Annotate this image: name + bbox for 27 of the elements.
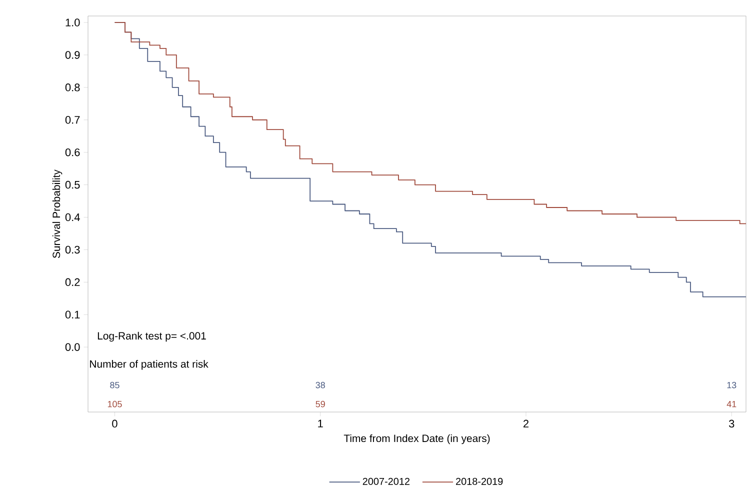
annotation: 85 bbox=[110, 382, 120, 388]
annotation: 13 bbox=[727, 382, 736, 388]
annotation: 105 bbox=[108, 400, 122, 408]
annotation: Number of patients at risk bbox=[90, 360, 208, 370]
y-tick-label: 0.7 bbox=[65, 116, 80, 124]
y-tick-label: 0.6 bbox=[65, 148, 80, 156]
y-tick-label: 0.3 bbox=[65, 246, 80, 254]
y-tick-label: 0.0 bbox=[65, 343, 80, 351]
y-tick-label: 1.0 bbox=[66, 18, 80, 26]
annotation: Log-Rank test p= <.001 bbox=[98, 332, 206, 342]
annotation: 59 bbox=[316, 400, 325, 408]
x-tick-label: 3 bbox=[728, 420, 734, 428]
x-axis-title: Time from Index Date (in years) bbox=[344, 434, 490, 444]
y-tick-label: 0.5 bbox=[65, 180, 80, 189]
y-tick-label: 0.4 bbox=[65, 213, 80, 222]
y-axis-title: Survival Probability bbox=[52, 170, 62, 258]
y-tick-label: 0.8 bbox=[65, 84, 80, 92]
legend-label: 2018-2019 bbox=[456, 478, 503, 485]
y-tick-label: 0.2 bbox=[65, 278, 80, 286]
x-tick-label: 1 bbox=[318, 420, 323, 428]
legend-label: 2007-2012 bbox=[362, 478, 410, 485]
annotation: 41 bbox=[726, 400, 736, 408]
x-tick-label: 0 bbox=[112, 420, 118, 428]
y-tick-label: 0.9 bbox=[65, 51, 80, 59]
x-tick-label: 2 bbox=[523, 420, 528, 428]
y-tick-label: 0.1 bbox=[65, 310, 80, 319]
annotation: 38 bbox=[316, 382, 325, 388]
